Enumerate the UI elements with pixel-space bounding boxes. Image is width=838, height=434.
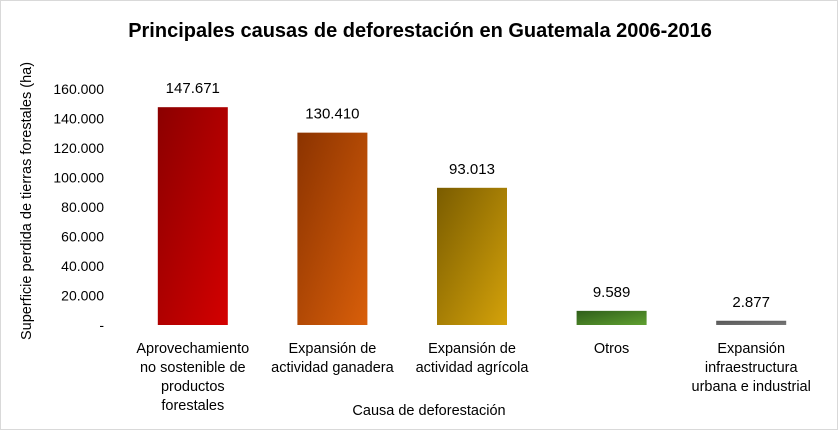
data-label: 9.589 xyxy=(593,284,631,301)
y-axis-ticks: - 20.000 40.000 60.000 80.000 100.000 120.000 1… xyxy=(53,81,104,333)
x-tick-label: Aprovechamiento no sostenible de productos… xyxy=(136,341,249,414)
bars xyxy=(157,107,787,325)
y-tick-label: 60.000 xyxy=(61,229,104,245)
y-tick-label: 40.000 xyxy=(61,258,104,274)
data-label: 2.877 xyxy=(732,294,770,311)
y-tick-label: 100.000 xyxy=(53,170,104,186)
y-tick-label: 160.000 xyxy=(53,81,104,97)
data-label: 93.013 xyxy=(449,161,495,178)
bar xyxy=(576,310,647,325)
bar xyxy=(157,107,228,325)
x-tick-label: Otros xyxy=(594,341,629,357)
x-axis-label: Causa de deforestación xyxy=(352,403,505,419)
bar xyxy=(437,187,507,325)
chart-title: Principales causas de deforestación en G… xyxy=(128,20,712,42)
category-labels: Aprovechamiento no sostenible de productos… xyxy=(136,341,810,414)
bar xyxy=(297,132,368,325)
y-tick-label: 120.000 xyxy=(53,140,104,156)
y-axis-label: Superficie perdida de tierras forestales… xyxy=(19,62,35,340)
data-label: 147.671 xyxy=(166,80,220,97)
data-labels: 147.671 130.410 93.013 9.589 2.877 xyxy=(166,80,770,311)
x-tick-label: Expansión de actividad agrícola xyxy=(416,341,530,376)
x-tick-label: Expansión infraestructura urbana e industr… xyxy=(692,341,811,395)
y-tick-label: 20.000 xyxy=(61,288,104,304)
y-tick-label: 140.000 xyxy=(53,111,104,127)
bar xyxy=(716,320,787,325)
y-tick-label: - xyxy=(99,317,104,333)
x-tick-label: Expansión de actividad ganadera xyxy=(271,341,394,376)
y-tick-label: 80.000 xyxy=(61,199,104,215)
data-label: 130.410 xyxy=(305,106,359,123)
